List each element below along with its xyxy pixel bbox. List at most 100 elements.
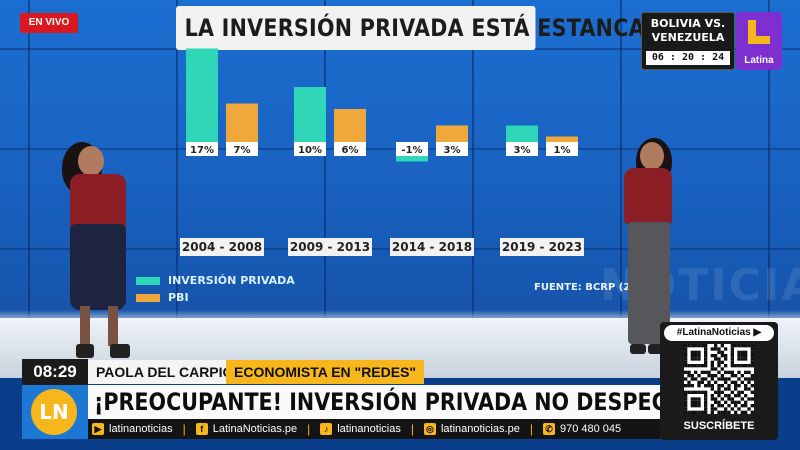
- qr-module: [684, 407, 688, 411]
- qr-module: [730, 370, 734, 374]
- bar-inversion-1: [294, 87, 326, 142]
- qr-module: [750, 350, 754, 354]
- qr-module: [684, 397, 688, 401]
- bar-value-box: [186, 142, 218, 156]
- bar-inversion-3: [506, 125, 538, 142]
- qr-module: [704, 410, 708, 414]
- bar-value-box: [396, 142, 428, 156]
- qr-module: [694, 357, 698, 361]
- qr-module: [690, 364, 694, 368]
- qr-module: [734, 374, 738, 378]
- social-tiktok-text: latinanoticias: [337, 423, 401, 435]
- qr-module: [687, 364, 691, 368]
- qr-module: [737, 407, 741, 411]
- social-whatsapp[interactable]: ✆ 970 480 045: [542, 423, 621, 435]
- qr-module: [727, 370, 731, 374]
- qr-module: [684, 347, 688, 351]
- qr-module: [690, 377, 694, 381]
- qr-module: [684, 360, 688, 364]
- qr-module: [694, 344, 698, 348]
- qr-subscribe-panel[interactable]: #LatinaNoticias ▶ SUSCRÍBETE: [660, 322, 778, 440]
- qr-module: [730, 407, 734, 411]
- qr-module: [724, 354, 728, 358]
- chart-legend: INVERSIÓN PRIVADA PBI: [136, 272, 295, 306]
- qr-module: [714, 380, 718, 384]
- qr-module: [704, 400, 708, 404]
- qr-module: [724, 407, 728, 411]
- bar-value-box: [334, 142, 366, 156]
- legend-label-pbi: PBI: [168, 291, 189, 304]
- qr-module: [694, 397, 698, 401]
- qr-module: [744, 387, 748, 391]
- qr-module: [694, 404, 698, 408]
- qr-module: [734, 387, 738, 391]
- qr-module: [684, 364, 688, 368]
- qr-module: [730, 400, 734, 404]
- qr-module: [727, 410, 731, 414]
- qr-module: [730, 350, 734, 354]
- social-instagram[interactable]: ◎ latinanoticias.pe: [423, 423, 520, 435]
- social-facebook[interactable]: f LatinaNoticias.pe: [195, 423, 297, 435]
- qr-code-icon[interactable]: [684, 344, 754, 414]
- qr-module: [727, 384, 731, 388]
- bar-value-box: [226, 142, 258, 156]
- qr-module: [714, 344, 718, 348]
- presenter-right-shoe: [648, 344, 664, 354]
- bar-pbi-0: [226, 103, 258, 142]
- qr-module: [687, 370, 691, 374]
- qr-module: [730, 347, 734, 351]
- qr-module: [747, 364, 751, 368]
- qr-module: [710, 377, 714, 381]
- bar-pbi-1: [334, 109, 366, 142]
- qr-module: [690, 397, 694, 401]
- qr-module: [740, 357, 744, 361]
- qr-module: [694, 410, 698, 414]
- qr-module: [694, 377, 698, 381]
- qr-module: [684, 354, 688, 358]
- qr-module: [750, 364, 754, 368]
- qr-module: [684, 400, 688, 404]
- qr-module: [710, 360, 714, 364]
- qr-module: [704, 364, 708, 368]
- qr-module: [704, 347, 708, 351]
- qr-module: [744, 354, 748, 358]
- qr-module: [710, 407, 714, 411]
- qr-module: [714, 390, 718, 394]
- bar-value-box: [294, 142, 326, 156]
- qr-module: [730, 390, 734, 394]
- qr-module: [710, 374, 714, 378]
- qr-module: [697, 350, 701, 354]
- qr-module: [690, 390, 694, 394]
- qr-module: [744, 350, 748, 354]
- latina-logo: Latina: [736, 12, 782, 70]
- qr-module: [710, 367, 714, 371]
- bar-value-box: [546, 142, 578, 156]
- qr-module: [750, 357, 754, 361]
- qr-module: [720, 410, 724, 414]
- qr-module: [690, 357, 694, 361]
- qr-module: [700, 370, 704, 374]
- instagram-icon: ◎: [423, 423, 436, 435]
- qr-module: [734, 384, 738, 388]
- qr-module: [707, 380, 711, 384]
- qr-module: [710, 364, 714, 368]
- qr-module: [740, 390, 744, 394]
- period-label-box: [500, 238, 584, 256]
- qr-module: [710, 397, 714, 401]
- period-label-box: [390, 238, 474, 256]
- qr-module: [720, 350, 724, 354]
- qr-module: [697, 410, 701, 414]
- social-links-bar: ▶ latinanoticias | f LatinaNoticias.pe |…: [88, 419, 660, 439]
- qr-module: [714, 374, 718, 378]
- qr-module: [747, 387, 751, 391]
- social-instagram-text: latinanoticias.pe: [440, 423, 520, 435]
- social-tiktok[interactable]: ♪ latinanoticias: [320, 423, 401, 435]
- qr-module: [687, 380, 691, 384]
- social-youtube[interactable]: ▶ latinanoticias: [92, 423, 173, 435]
- qr-module: [724, 370, 728, 374]
- qr-module: [710, 347, 714, 351]
- presenter-right-shoe: [630, 344, 646, 354]
- whatsapp-icon: ✆: [542, 423, 555, 435]
- qr-module: [724, 364, 728, 368]
- qr-module: [697, 364, 701, 368]
